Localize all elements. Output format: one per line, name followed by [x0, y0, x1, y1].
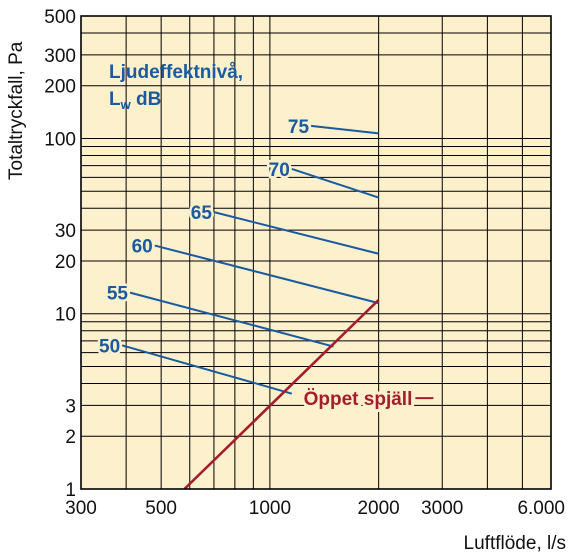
level-line-65 — [213, 211, 379, 255]
plot-frame — [80, 15, 552, 490]
y-tick-label: 30 — [55, 221, 76, 242]
level-label-75: 75 — [288, 117, 310, 138]
level-line-75 — [310, 124, 379, 135]
y-tick-label: 10 — [55, 305, 76, 326]
x-tick-label: 300 — [65, 498, 97, 519]
open-damper-line — [183, 298, 380, 490]
y-tick-label: 2 — [65, 427, 76, 448]
level-line-50 — [121, 344, 293, 395]
x-tick-label: 3000 — [421, 498, 463, 519]
x-tick-label: 6.000 — [517, 498, 565, 519]
y-tick-label: 100 — [44, 129, 76, 150]
y-axis-label: Totaltryckfall, Pa — [6, 41, 27, 180]
level-line-60 — [154, 244, 379, 305]
y-tick-label: 1 — [65, 480, 76, 501]
level-label-65: 65 — [191, 203, 213, 224]
legend-title-unit: dB — [131, 89, 162, 110]
level-label-50: 50 — [99, 336, 120, 357]
level-label-60: 60 — [132, 237, 153, 258]
tick-labels: 300 500 1000 2000 3000 6.000 1 2 3 10 20 30 100 200 30… — [44, 7, 565, 519]
level-line-55 — [129, 291, 334, 348]
open-damper-label: Öppet spjäll — [304, 389, 413, 410]
level-label-70: 70 — [269, 160, 290, 181]
y-tick-label: 200 — [44, 77, 76, 98]
y-tick-label: 20 — [55, 252, 76, 273]
level-line-70 — [291, 168, 379, 199]
plot-background — [81, 16, 551, 489]
series-group: 75 70 65 60 55 50 Öppet spjäll — [97, 114, 434, 490]
legend-title-line1: Ljudeffektnivå, — [109, 62, 243, 83]
x-tick-label: 500 — [145, 498, 177, 519]
x-tick-label: 1000 — [249, 498, 291, 519]
y-tick-label: 3 — [65, 396, 76, 417]
legend-title-line2: Lw dB — [109, 89, 161, 112]
legend-title-subscript: w — [120, 97, 132, 112]
level-label-55: 55 — [107, 284, 129, 305]
x-tick-label: 2000 — [357, 498, 399, 519]
legend-title-l: L — [109, 89, 121, 110]
y-tick-label: 300 — [44, 46, 76, 67]
x-axis-label: Luftflöde, l/s — [464, 533, 566, 554]
y-tick-label: 500 — [44, 7, 76, 28]
